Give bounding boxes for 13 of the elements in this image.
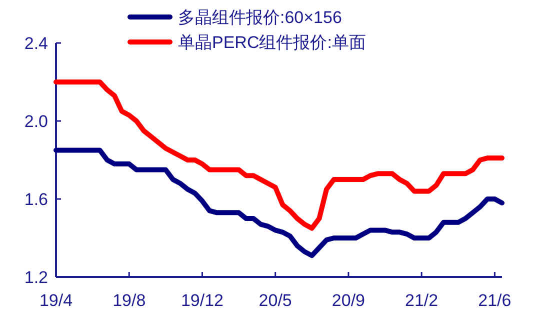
y-tick-label: 2.0 [24, 112, 48, 131]
x-tick-label: 20/9 [332, 291, 366, 310]
legend-label: 多晶组件报价:60×156 [178, 8, 342, 27]
y-tick-label: 1.6 [24, 190, 48, 209]
x-tick-label: 19/12 [180, 291, 224, 310]
x-tick-label: 21/2 [405, 291, 438, 310]
y-tick-label: 1.2 [24, 268, 48, 287]
y-tick-label: 2.4 [24, 34, 48, 53]
legend-label: 单晶PERC组件报价:单面 [178, 33, 366, 52]
x-tick-label: 20/5 [258, 291, 292, 310]
x-tick-label: 19/4 [39, 291, 73, 310]
x-tick-label: 21/6 [478, 291, 512, 310]
x-tick-label: 19/8 [112, 291, 146, 310]
